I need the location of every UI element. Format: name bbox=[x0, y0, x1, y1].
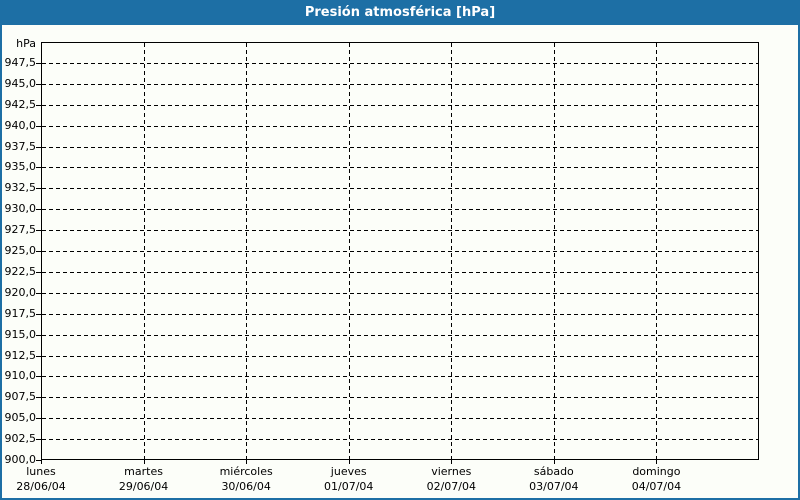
x-category-label: lunes 28/06/04 bbox=[0, 464, 96, 494]
y-tick-mark bbox=[36, 376, 41, 378]
y-tick-label: 930,0 bbox=[4, 202, 37, 216]
x-day-label: lunes bbox=[26, 465, 56, 478]
y-tick-label: 947,5 bbox=[4, 55, 37, 69]
y-tick-mark bbox=[36, 251, 41, 252]
x-tick-mark bbox=[348, 460, 350, 464]
v-gridline bbox=[451, 43, 453, 459]
x-category-label: miércoles 30/06/04 bbox=[191, 464, 301, 494]
y-tick-mark bbox=[36, 167, 41, 169]
x-tick-mark bbox=[143, 460, 145, 464]
x-category-label: sábado 03/07/04 bbox=[499, 464, 609, 494]
h-gridline bbox=[42, 209, 758, 211]
y-tick-mark bbox=[36, 230, 41, 232]
h-gridline bbox=[42, 271, 758, 273]
x-date-label: 02/07/04 bbox=[426, 480, 476, 493]
h-gridline bbox=[42, 230, 758, 232]
y-tick-mark bbox=[36, 188, 41, 190]
y-tick-mark bbox=[36, 439, 41, 441]
x-tick-mark bbox=[553, 460, 555, 464]
h-gridline bbox=[42, 104, 758, 106]
h-gridline bbox=[42, 334, 758, 336]
y-tick-label: 912,5 bbox=[4, 348, 37, 362]
x-tick-mark bbox=[451, 460, 453, 464]
y-tick-label: 917,5 bbox=[4, 306, 37, 320]
v-gridline bbox=[656, 43, 658, 459]
v-gridline bbox=[246, 43, 248, 459]
x-date-label: 30/06/04 bbox=[221, 480, 271, 493]
y-tick-mark bbox=[36, 292, 41, 294]
y-tick-label: 935,0 bbox=[4, 160, 37, 174]
x-day-label: domingo bbox=[632, 465, 681, 478]
h-gridline bbox=[42, 397, 758, 399]
y-tick-label: 937,5 bbox=[4, 139, 37, 153]
x-date-label: 01/07/04 bbox=[324, 480, 374, 493]
x-date-label: 03/07/04 bbox=[529, 480, 579, 493]
gridline-layer bbox=[41, 42, 759, 460]
y-tick-label: 915,0 bbox=[4, 327, 37, 341]
x-tick-mark bbox=[41, 460, 42, 464]
y-tick-mark bbox=[36, 397, 41, 399]
h-gridline bbox=[42, 62, 758, 64]
y-tick-mark bbox=[36, 271, 41, 273]
y-tick-mark bbox=[36, 355, 41, 357]
y-tick-label: 932,5 bbox=[4, 181, 37, 195]
v-gridline bbox=[348, 43, 350, 459]
y-tick-mark bbox=[36, 334, 41, 336]
v-gridline bbox=[143, 43, 145, 459]
h-gridline bbox=[42, 376, 758, 378]
h-gridline bbox=[42, 125, 758, 127]
y-tick-label: 907,5 bbox=[4, 390, 37, 404]
y-tick-mark bbox=[36, 418, 41, 420]
y-tick-mark bbox=[36, 313, 41, 315]
h-gridline bbox=[42, 355, 758, 357]
v-gridline bbox=[553, 43, 555, 459]
y-tick-mark bbox=[36, 125, 41, 127]
plot-area bbox=[41, 42, 759, 460]
x-category-label: domingo 04/07/04 bbox=[601, 464, 711, 494]
h-gridline bbox=[42, 251, 758, 252]
h-gridline bbox=[42, 418, 758, 420]
title-bar: Presión atmosférica [hPa] bbox=[0, 0, 800, 25]
window-title: Presión atmosférica [hPa] bbox=[304, 5, 496, 20]
y-tick-label: 922,5 bbox=[4, 264, 37, 278]
y-tick-mark bbox=[36, 104, 41, 106]
y-tick-label: 927,5 bbox=[4, 223, 37, 237]
x-tick-mark bbox=[246, 460, 248, 464]
h-gridline bbox=[42, 313, 758, 315]
y-tick-mark bbox=[36, 146, 41, 148]
y-tick-mark bbox=[36, 62, 41, 64]
h-gridline bbox=[42, 292, 758, 294]
x-day-label: martes bbox=[124, 465, 163, 478]
x-day-label: jueves bbox=[330, 465, 367, 478]
y-tick-label: 942,5 bbox=[4, 97, 37, 111]
y-tick-mark bbox=[36, 83, 41, 85]
x-day-label: sábado bbox=[533, 465, 574, 478]
x-date-label: 28/06/04 bbox=[16, 480, 66, 493]
h-gridline bbox=[42, 188, 758, 190]
h-gridline bbox=[42, 439, 758, 441]
y-tick-label: 920,0 bbox=[4, 285, 37, 299]
h-gridline bbox=[42, 167, 758, 169]
y-tick-label: 940,0 bbox=[4, 118, 37, 132]
y-axis-unit-label: hPa bbox=[16, 37, 36, 50]
x-category-label: martes 29/06/04 bbox=[89, 464, 199, 494]
y-tick-label: 905,0 bbox=[4, 411, 37, 425]
x-day-label: viernes bbox=[431, 465, 472, 478]
y-tick-label: 945,0 bbox=[4, 76, 37, 90]
y-tick-label: 900,0 bbox=[4, 453, 37, 466]
y-tick-mark bbox=[36, 209, 41, 211]
x-category-label: viernes 02/07/04 bbox=[396, 464, 506, 494]
y-tick-label: 925,0 bbox=[4, 244, 37, 257]
h-gridline bbox=[42, 146, 758, 148]
x-tick-mark bbox=[656, 460, 658, 464]
x-date-label: 04/07/04 bbox=[631, 480, 682, 493]
y-tick-mark bbox=[36, 460, 41, 461]
y-tick-label: 910,0 bbox=[4, 369, 37, 383]
x-day-label: miércoles bbox=[219, 465, 273, 478]
h-gridline bbox=[42, 83, 758, 85]
y-tick-label: 902,5 bbox=[4, 432, 37, 446]
x-category-label: jueves 01/07/04 bbox=[294, 464, 404, 494]
x-date-label: 29/06/04 bbox=[118, 480, 169, 493]
